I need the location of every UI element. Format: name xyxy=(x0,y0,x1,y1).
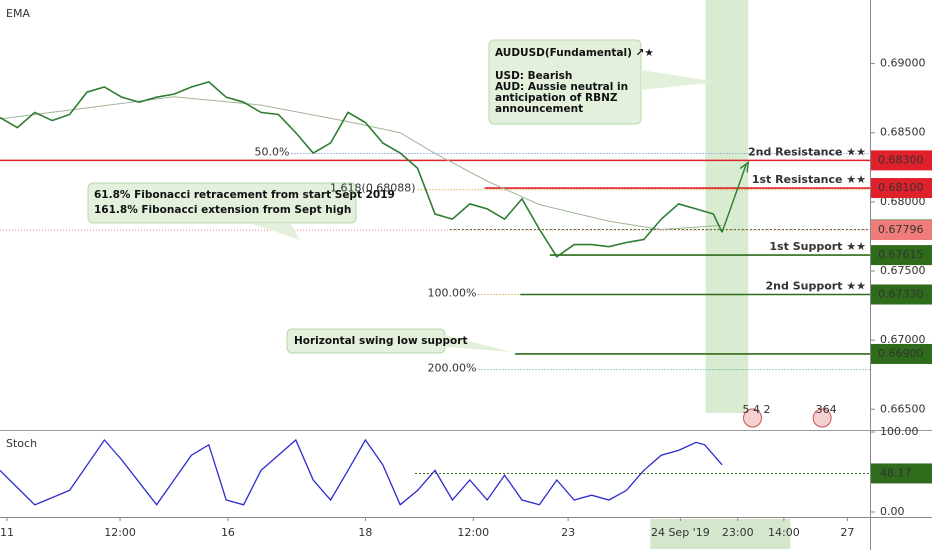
indicator-label: Stoch xyxy=(6,437,37,450)
price-box xyxy=(871,463,932,484)
series-line xyxy=(0,80,723,258)
y-tick-label: 0.67000 xyxy=(880,333,926,346)
highlight-range xyxy=(705,0,749,413)
price-label: 0.68300 xyxy=(878,153,924,166)
fib-label: 100.00% xyxy=(428,287,477,300)
projection-arrow xyxy=(721,164,747,233)
level-name: 2nd Support ★★ xyxy=(766,280,867,293)
annotation-text: 161.8% Fibonacci extension from Sept hig… xyxy=(94,204,351,216)
event-label: 364 xyxy=(816,403,837,416)
event-icon xyxy=(812,408,832,428)
event-label: 5 4 2 xyxy=(743,403,771,416)
price-box xyxy=(871,284,932,305)
annotation-text: anticipation of RBNZ xyxy=(495,92,618,104)
annotation-text: AUD: Aussie neutral in xyxy=(495,81,628,93)
x-tick-label: 24 Sep '19 xyxy=(651,526,710,539)
price-label: 0.68100 xyxy=(878,181,924,194)
y-tick-label: 0.68500 xyxy=(880,126,926,139)
price-label: 0.67796 xyxy=(878,223,924,236)
fib-label: 200.00% xyxy=(428,362,477,375)
x-tick-label: 16 xyxy=(221,526,235,539)
price-box xyxy=(871,343,932,364)
series-line xyxy=(0,438,723,506)
annotation-pointer xyxy=(445,335,512,352)
level-name: 1st Resistance ★★ xyxy=(752,173,866,186)
annotation-text: AUDUSD(Fundamental) ↗★ xyxy=(495,47,654,59)
x-tick-label: 12:00 xyxy=(104,526,136,539)
annotation-text: announcement xyxy=(495,103,583,115)
x-tick-label: 23 xyxy=(561,526,575,539)
annotation-text: 61.8% Fibonacci retracement from start S… xyxy=(94,189,395,201)
price-box xyxy=(871,178,932,199)
annotation-text: USD: Bearish xyxy=(495,70,572,82)
y-tick-label: 0.66500 xyxy=(880,402,926,415)
level-name: 2nd Resistance ★★ xyxy=(748,145,866,158)
projection-arrowhead xyxy=(739,160,750,173)
x-tick-label: 27 xyxy=(840,526,854,539)
price-label: 48.17 xyxy=(880,466,912,479)
x-tick-highlight xyxy=(650,519,791,549)
annotation: AUDUSD(Fundamental) ↗★ USD: Bearish AUD:… xyxy=(488,39,718,125)
y-tick-label: 0.69000 xyxy=(880,57,926,70)
x-tick-label: 12:00 xyxy=(457,526,489,539)
annotation-text: Horizontal swing low support xyxy=(294,335,467,347)
y-tick-label: 0.68000 xyxy=(880,195,926,208)
fib-label: 50.0% xyxy=(254,145,289,158)
y-tick-label: 0.67500 xyxy=(880,264,926,277)
price-box xyxy=(871,150,932,171)
indicator-label: EMA xyxy=(6,7,30,20)
x-tick-label: 14:00 xyxy=(768,526,800,539)
price-box xyxy=(871,245,932,266)
annotation-box xyxy=(87,182,357,224)
price-label: 0.67615 xyxy=(878,248,924,261)
series-line xyxy=(0,96,723,231)
level-name: 1st Support ★★ xyxy=(769,240,866,253)
y-tick-label: 0.00 xyxy=(880,505,905,518)
x-tick-label: 23:00 xyxy=(722,526,754,539)
x-tick-label: 11 xyxy=(0,526,14,539)
annotation: 61.8% Fibonacci retracement from start S… xyxy=(87,182,395,240)
annotation-pointer xyxy=(641,70,718,90)
annotation: Horizontal swing low support xyxy=(286,328,512,354)
price-label: 0.66900 xyxy=(878,347,924,360)
x-tick-label: 18 xyxy=(358,526,372,539)
y-tick-label: 100.00 xyxy=(880,425,919,438)
event-icon xyxy=(743,408,763,428)
price-label: 0.67330 xyxy=(878,288,924,301)
annotation-pointer xyxy=(250,223,300,240)
price-box xyxy=(871,220,932,241)
fib-label: 1.618(0.68088) xyxy=(330,182,416,195)
